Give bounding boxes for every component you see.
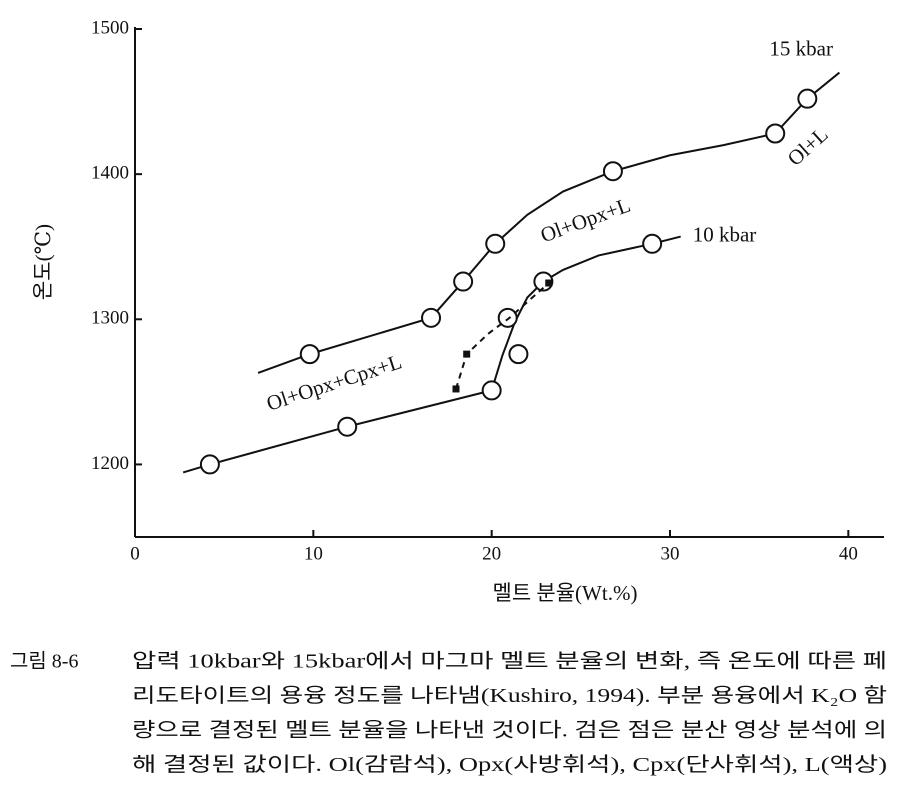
curve <box>182 235 681 474</box>
region-label: Ol+L <box>783 122 833 170</box>
y-tick-label: 1400 <box>91 163 129 184</box>
caption-label: 그림 8-6 <box>10 650 78 673</box>
region-label: Ol+Opx+Cpx+L <box>264 349 405 415</box>
point <box>421 307 442 328</box>
caption-line: 해 결정된 값이다. Ol(감람석), Opx(사방휘석), Cpx(단사휘석)… <box>132 753 887 776</box>
y-tick-label: 1300 <box>91 308 129 329</box>
series-label: 10 kbar <box>693 222 757 246</box>
caption-line: 량으로 결정된 멜트 분율을 나타낸 것이다. 검은 점은 분산 영상 분석에 … <box>132 719 887 742</box>
point <box>452 385 460 393</box>
point <box>508 344 529 365</box>
point <box>299 344 320 365</box>
point <box>199 454 220 475</box>
x-tick-label: 20 <box>482 543 501 564</box>
x-tick-label: 40 <box>839 543 858 564</box>
y-axis-label: 온도(℃) <box>31 224 55 300</box>
caption-line: 리도타이트의 용융 정도를 나타냄(Kushiro, 1994). 부분 용융에… <box>132 684 887 707</box>
x-tick-label: 0 <box>130 543 140 564</box>
y-tick-label: 1200 <box>91 453 129 474</box>
point <box>602 161 623 182</box>
series-label: 15 kbar <box>769 36 833 60</box>
curve <box>455 282 550 390</box>
point <box>497 307 518 328</box>
region-label: Ol+Opx+L <box>537 193 633 248</box>
point <box>337 416 358 437</box>
point <box>765 123 786 144</box>
point <box>463 350 471 358</box>
caption-line: 압력 10kbar와 15kbar에서 마그마 멜트 분율의 변화, 즉 온도에… <box>132 650 887 673</box>
point <box>545 279 553 287</box>
point <box>797 88 818 109</box>
point <box>642 233 663 254</box>
y-tick-label: 1500 <box>91 17 129 38</box>
x-tick-label: 30 <box>661 543 680 564</box>
point <box>481 380 502 401</box>
point <box>453 271 474 292</box>
x-axis-label: 멜트 분율(Wt.%) <box>493 581 638 605</box>
point <box>485 233 506 254</box>
x-tick-label: 10 <box>304 543 323 564</box>
